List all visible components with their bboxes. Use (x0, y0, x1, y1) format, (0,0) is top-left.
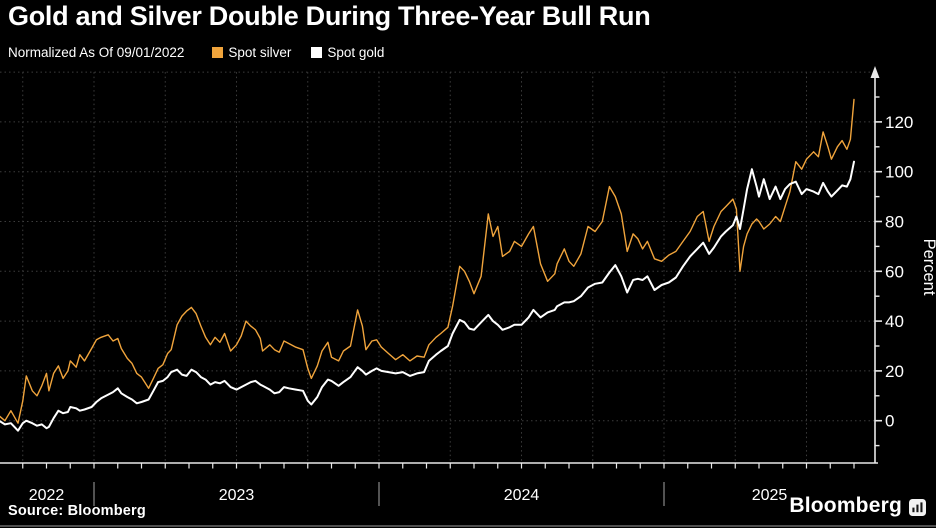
bloomberg-logo-text: Bloomberg (789, 494, 902, 517)
silver-swatch-icon (212, 47, 224, 58)
legend-item-silver: Spot silver (212, 45, 291, 60)
y-tick-label: 60 (885, 262, 904, 281)
x-year-label: 2022 (29, 487, 65, 504)
gold-series-line (0, 160, 855, 432)
bottom-divider (0, 525, 936, 527)
gold-swatch-icon (311, 47, 323, 58)
y-axis-arrow-icon (870, 66, 880, 78)
y-tick-label: 80 (885, 213, 904, 232)
chart-title: Gold and Silver Double During Three-Year… (8, 1, 651, 31)
y-tick-label: 40 (885, 312, 904, 331)
legend-label-silver: Spot silver (228, 45, 292, 60)
y-tick-label: 120 (885, 113, 913, 132)
y-tick-label: 20 (885, 362, 904, 381)
bar-chart-app-icon (909, 498, 926, 516)
y-tick-label: 0 (885, 412, 894, 431)
legend-label-gold: Spot gold (327, 45, 385, 60)
y-axis-title: Percent (920, 239, 936, 296)
y-tick-label: 100 (885, 163, 913, 182)
bloomberg-logo: Bloomberg (789, 494, 926, 518)
chart-subtitle: Normalized As Of 09/01/2022 (8, 45, 185, 60)
x-year-label: 2024 (504, 487, 540, 504)
legend-row: Normalized As Of 09/01/2022 Spot silver … (8, 45, 404, 60)
x-year-label: 2025 (752, 487, 788, 504)
x-year-label: 2023 (219, 487, 255, 504)
legend-item-gold: Spot gold (311, 45, 384, 60)
source-note: Source: Bloomberg (8, 503, 146, 519)
silver-series-line (0, 98, 855, 424)
